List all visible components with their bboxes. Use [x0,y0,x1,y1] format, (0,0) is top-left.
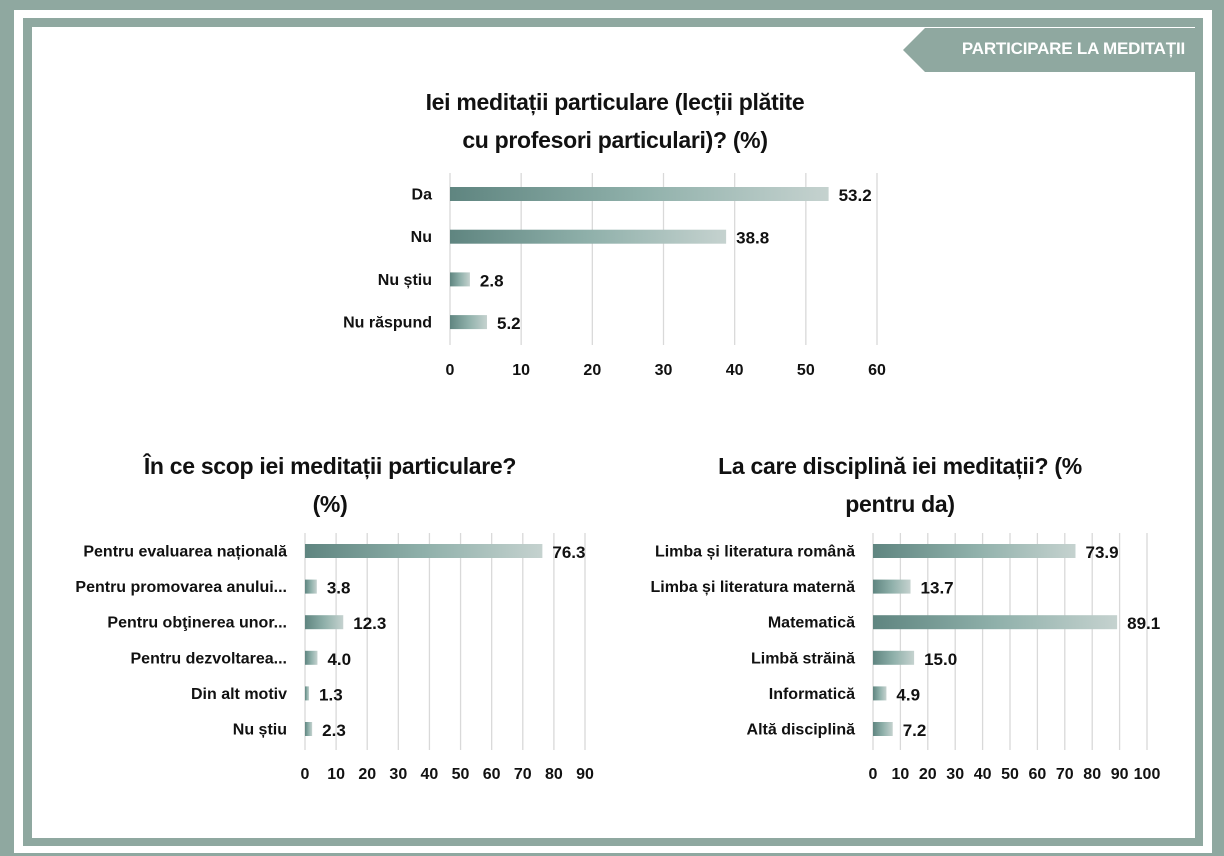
data-label: 4.9 [896,685,920,704]
outer-frame-top [0,0,1224,10]
category-label: Da [412,187,433,204]
data-label: 38.8 [736,229,769,248]
category-label: Din alt motiv [191,686,287,703]
x-tick-label: 60 [868,362,886,379]
bar [873,544,1076,558]
chart1-title: Iei meditații particulare (lecții plătit… [330,83,900,159]
category-label: Limba și literatura română [655,544,855,561]
x-tick-label: 20 [358,766,376,783]
x-tick-label: 0 [301,766,310,783]
x-tick-label: 30 [389,766,407,783]
category-label: Pentru evaluarea națională [83,544,287,561]
chart2-title: În ce scop iei meditații particulare? (%… [60,447,600,523]
category-label: Pentru promovarea anului... [75,579,287,596]
x-tick-label: 90 [576,766,594,783]
x-tick-label: 0 [869,766,878,783]
bar [450,272,470,287]
x-tick-label: 100 [1134,766,1161,783]
category-label: Pentru obţinerea unor... [107,615,287,632]
data-label: 7.2 [903,721,927,740]
category-label: Nu răspund [343,315,432,332]
data-label: 5.2 [497,314,521,333]
data-label: 53.2 [839,186,872,205]
data-label: 15.0 [924,650,957,669]
chart3-title-line1: La care disciplină iei meditații? (% [718,453,1082,479]
data-label: 2.3 [322,721,346,740]
x-tick-label: 30 [655,362,673,379]
category-label: Nu știu [378,272,432,289]
section-tag: PARTICIPARE LA MEDITAȚII [903,28,1203,72]
data-label: 76.3 [552,543,585,562]
x-tick-label: 10 [327,766,345,783]
bar [305,722,313,736]
chart3-title-line2: pentru da) [845,491,955,517]
category-label: Matematică [768,615,855,632]
x-tick-label: 70 [1056,766,1074,783]
x-tick-label: 60 [483,766,501,783]
data-label: 2.8 [480,271,504,290]
chart2-title-line2: (%) [312,491,348,517]
x-tick-label: 50 [452,766,470,783]
data-label: 3.8 [327,579,351,598]
category-label: Limba și literatura maternă [650,579,855,596]
x-tick-label: 30 [946,766,964,783]
x-tick-label: 40 [726,362,744,379]
chart2-title-line1: În ce scop iei meditații particulare? [143,453,517,479]
data-label: 4.0 [327,650,351,669]
x-tick-label: 90 [1111,766,1129,783]
data-label: 89.1 [1127,614,1160,633]
bar [305,579,317,594]
category-label: Altă disciplină [747,722,856,739]
data-label: 13.7 [921,579,954,598]
category-label: Informatică [769,686,855,703]
outer-frame-bottom [0,853,1224,856]
x-tick-label: 40 [974,766,992,783]
bar [305,615,344,630]
x-tick-label: 50 [1001,766,1019,783]
bar [305,650,318,665]
category-label: Limbă străină [751,650,855,667]
x-tick-label: 0 [446,362,455,379]
x-tick-label: 50 [797,362,815,379]
bar [305,544,543,558]
data-label: 12.3 [353,614,386,633]
x-tick-label: 70 [514,766,532,783]
category-label: Nu [411,229,432,246]
x-tick-label: 10 [892,766,910,783]
chart-1: 0 10 20 30 40 50 60 Da 53.2 Nu 38.8 Nu știu 2.8 Nu ră… [343,173,886,379]
bar [873,650,915,665]
bar [450,315,488,330]
bar [873,579,911,594]
x-tick-label: 20 [919,766,937,783]
bar [450,229,727,244]
chart-2: 0 10 20 30 40 50 60 70 80 90 Pentru evaluarea nați… [75,533,594,783]
bar [873,722,893,736]
section-tag-label: PARTICIPARE LA MEDITAȚII [961,39,1185,58]
outer-frame-right [1212,0,1224,856]
chart-3: 0 10 20 30 40 50 60 70 80 90 100 Limba și literatur… [650,533,1160,783]
category-label: Pentru dezvoltarea... [131,650,288,667]
x-tick-label: 80 [1083,766,1101,783]
data-label: 1.3 [319,685,343,704]
bar [450,187,829,201]
content-area [32,27,1195,838]
x-tick-label: 80 [545,766,563,783]
chart1-title-line2: cu profesori particulari)? (%) [462,127,768,153]
x-tick-label: 60 [1029,766,1047,783]
x-tick-label: 40 [421,766,439,783]
bar [873,686,887,701]
bar [305,686,310,701]
data-label: 73.9 [1085,543,1118,562]
bar [873,615,1118,630]
category-label: Nu știu [233,722,287,739]
x-tick-label: 20 [583,362,601,379]
chart1-title-line1: Iei meditații particulare (lecții plătit… [425,89,805,115]
x-tick-label: 10 [512,362,530,379]
chart3-title: La care disciplină iei meditații? (% pen… [640,447,1160,523]
outer-frame-left [0,0,14,856]
